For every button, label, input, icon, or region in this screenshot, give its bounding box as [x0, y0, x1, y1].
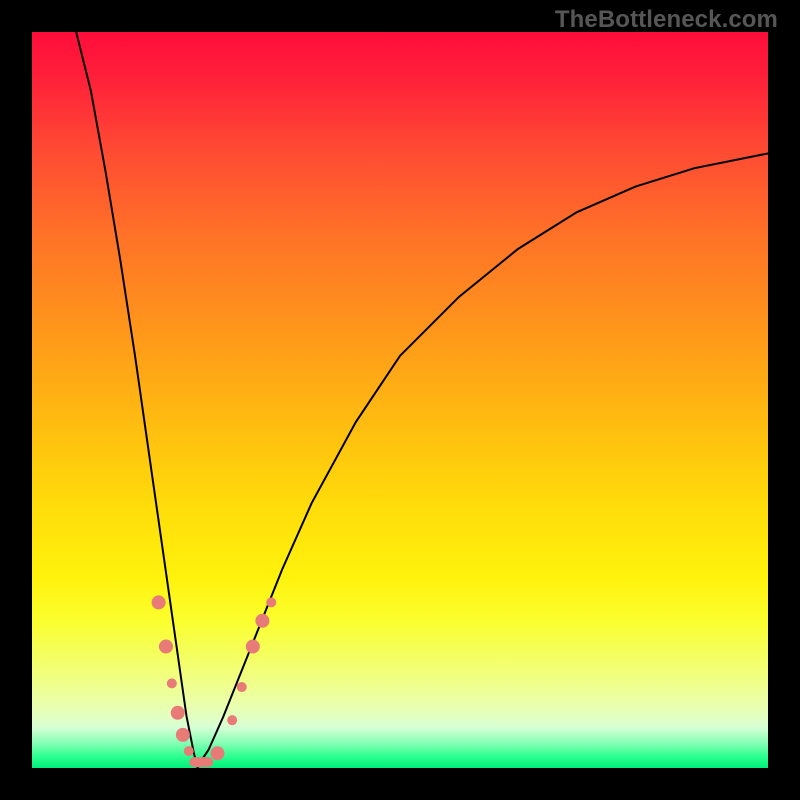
- curve-layer: [32, 32, 768, 768]
- watermark-text: TheBottleneck.com: [555, 6, 778, 34]
- chart-frame: TheBottleneck.com: [0, 0, 800, 800]
- data-marker: [167, 678, 177, 688]
- data-marker: [227, 715, 237, 725]
- data-marker: [246, 640, 260, 654]
- data-marker: [189, 757, 213, 767]
- bottleneck-curve: [76, 32, 768, 768]
- data-marker: [184, 746, 194, 756]
- data-marker: [176, 728, 190, 742]
- data-marker: [266, 597, 276, 607]
- data-marker: [237, 682, 247, 692]
- data-marker: [152, 595, 166, 609]
- plot-area: [32, 32, 768, 768]
- data-marker: [171, 706, 185, 720]
- data-marker: [159, 640, 173, 654]
- data-marker: [255, 614, 269, 628]
- data-marker: [210, 746, 224, 760]
